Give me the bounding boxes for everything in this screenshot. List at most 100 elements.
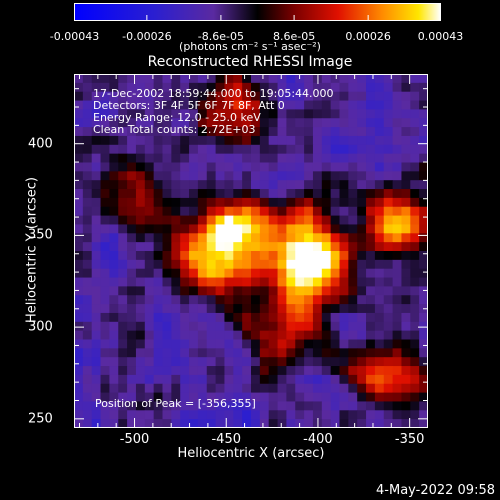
heatmap-cell (91, 304, 101, 314)
heatmap-cell (127, 366, 137, 376)
heatmap-cell (366, 410, 376, 420)
heatmap-cell (189, 144, 199, 155)
heatmap-cell (419, 144, 428, 155)
heatmap-cell (268, 82, 278, 93)
heatmap-cell (242, 74, 252, 84)
heatmap-cell (197, 286, 208, 296)
heatmap-cell (383, 348, 393, 358)
heatmap-cell (242, 304, 252, 314)
heatmap-cell (295, 82, 305, 93)
heatmap-cell (277, 348, 287, 358)
heatmap-cell (410, 118, 420, 128)
heatmap-cell (259, 321, 270, 332)
heatmap-cell (383, 118, 393, 128)
heatmap-cell (321, 74, 332, 84)
heatmap-cell (259, 82, 270, 93)
heatmap-cell (215, 242, 225, 252)
heatmap-cell (242, 268, 252, 278)
heatmap-cell (374, 242, 385, 252)
heatmap-cell (215, 366, 225, 376)
info-line-energy: Energy Range: 12.0 - 25.0 keV (93, 111, 261, 124)
heatmap-cell (304, 118, 314, 128)
heatmap-cell (304, 419, 314, 428)
heatmap-cell (330, 215, 340, 225)
heatmap-cell (357, 109, 367, 119)
heatmap-cell (197, 321, 208, 332)
heatmap-cell (383, 153, 393, 163)
heatmap-cell (197, 366, 208, 376)
heatmap-cell (109, 339, 119, 349)
heatmap-cell (304, 286, 314, 296)
heatmap-cell (277, 206, 287, 216)
heatmap-cell (259, 224, 270, 234)
heatmap-cell (295, 251, 305, 261)
heatmap-cell (233, 242, 243, 252)
heatmap-cell (82, 233, 93, 243)
heatmap-cell (321, 277, 332, 287)
heatmap-cell (171, 135, 181, 146)
heatmap-cell (339, 91, 349, 101)
heatmap-cell (144, 251, 155, 261)
heatmap-cell (118, 383, 128, 393)
heatmap-cell (189, 153, 199, 163)
heatmap-cell (339, 268, 349, 278)
heatmap-cell (286, 118, 296, 128)
heatmap-cell (233, 339, 243, 349)
heatmap-cell (189, 82, 199, 93)
heatmap-cell (251, 109, 261, 119)
heatmap-cell (91, 144, 101, 155)
heatmap-cell (304, 304, 314, 314)
heatmap-cell (339, 295, 349, 305)
heatmap-cell (268, 91, 278, 101)
heatmap-cell (118, 197, 128, 208)
heatmap-cell (91, 171, 101, 181)
heatmap-cell (251, 153, 261, 163)
heatmap-cell (321, 419, 332, 428)
heatmap-cell (206, 268, 216, 278)
heatmap-cell (224, 82, 234, 93)
heatmap-cell (268, 127, 278, 137)
heatmap-cell (321, 233, 332, 243)
heatmap-cell (277, 127, 287, 137)
heatmap-cell (357, 82, 367, 93)
heatmap-cell (366, 91, 376, 101)
heatmap-cell (109, 197, 119, 208)
heatmap-cell (286, 419, 296, 428)
heatmap-cell (348, 348, 358, 358)
heatmap-cell (392, 153, 402, 163)
heatmap-cell (401, 286, 411, 296)
heatmap-cell (330, 277, 340, 287)
heatmap-cell (118, 171, 128, 181)
heatmap-cell (162, 100, 172, 110)
heatmap-cell (180, 392, 190, 402)
heatmap-cell (383, 277, 393, 287)
heatmap-cell (366, 312, 376, 323)
heatmap-cell (82, 135, 93, 146)
heatmap-cell (348, 109, 358, 119)
heatmap-cell (383, 224, 393, 234)
heatmap-cell (100, 135, 110, 146)
heatmap-cell (374, 366, 385, 376)
heatmap-cell (100, 286, 110, 296)
heatmap-cell (127, 295, 137, 305)
heatmap-cell (259, 206, 270, 216)
heatmap-cell (268, 144, 278, 155)
heatmap-cell (189, 189, 199, 199)
heatmap-cell (197, 109, 208, 119)
heatmap-cell (118, 118, 128, 128)
heatmap-cell (197, 82, 208, 93)
heatmap-cell (277, 410, 287, 420)
heatmap-cell (259, 251, 270, 261)
heatmap-cell (74, 268, 84, 278)
heatmap-cell (277, 383, 287, 393)
heatmap-cell (277, 268, 287, 278)
heatmap-cell (233, 74, 243, 84)
heatmap-cell (197, 118, 208, 128)
heatmap-cell (339, 189, 349, 199)
heatmap-cell (295, 153, 305, 163)
heatmap-cell (206, 91, 216, 101)
heatmap-cell (171, 100, 181, 110)
heatmap-cell (189, 366, 199, 376)
heatmap-cell (392, 339, 402, 349)
heatmap-cell (366, 171, 376, 181)
